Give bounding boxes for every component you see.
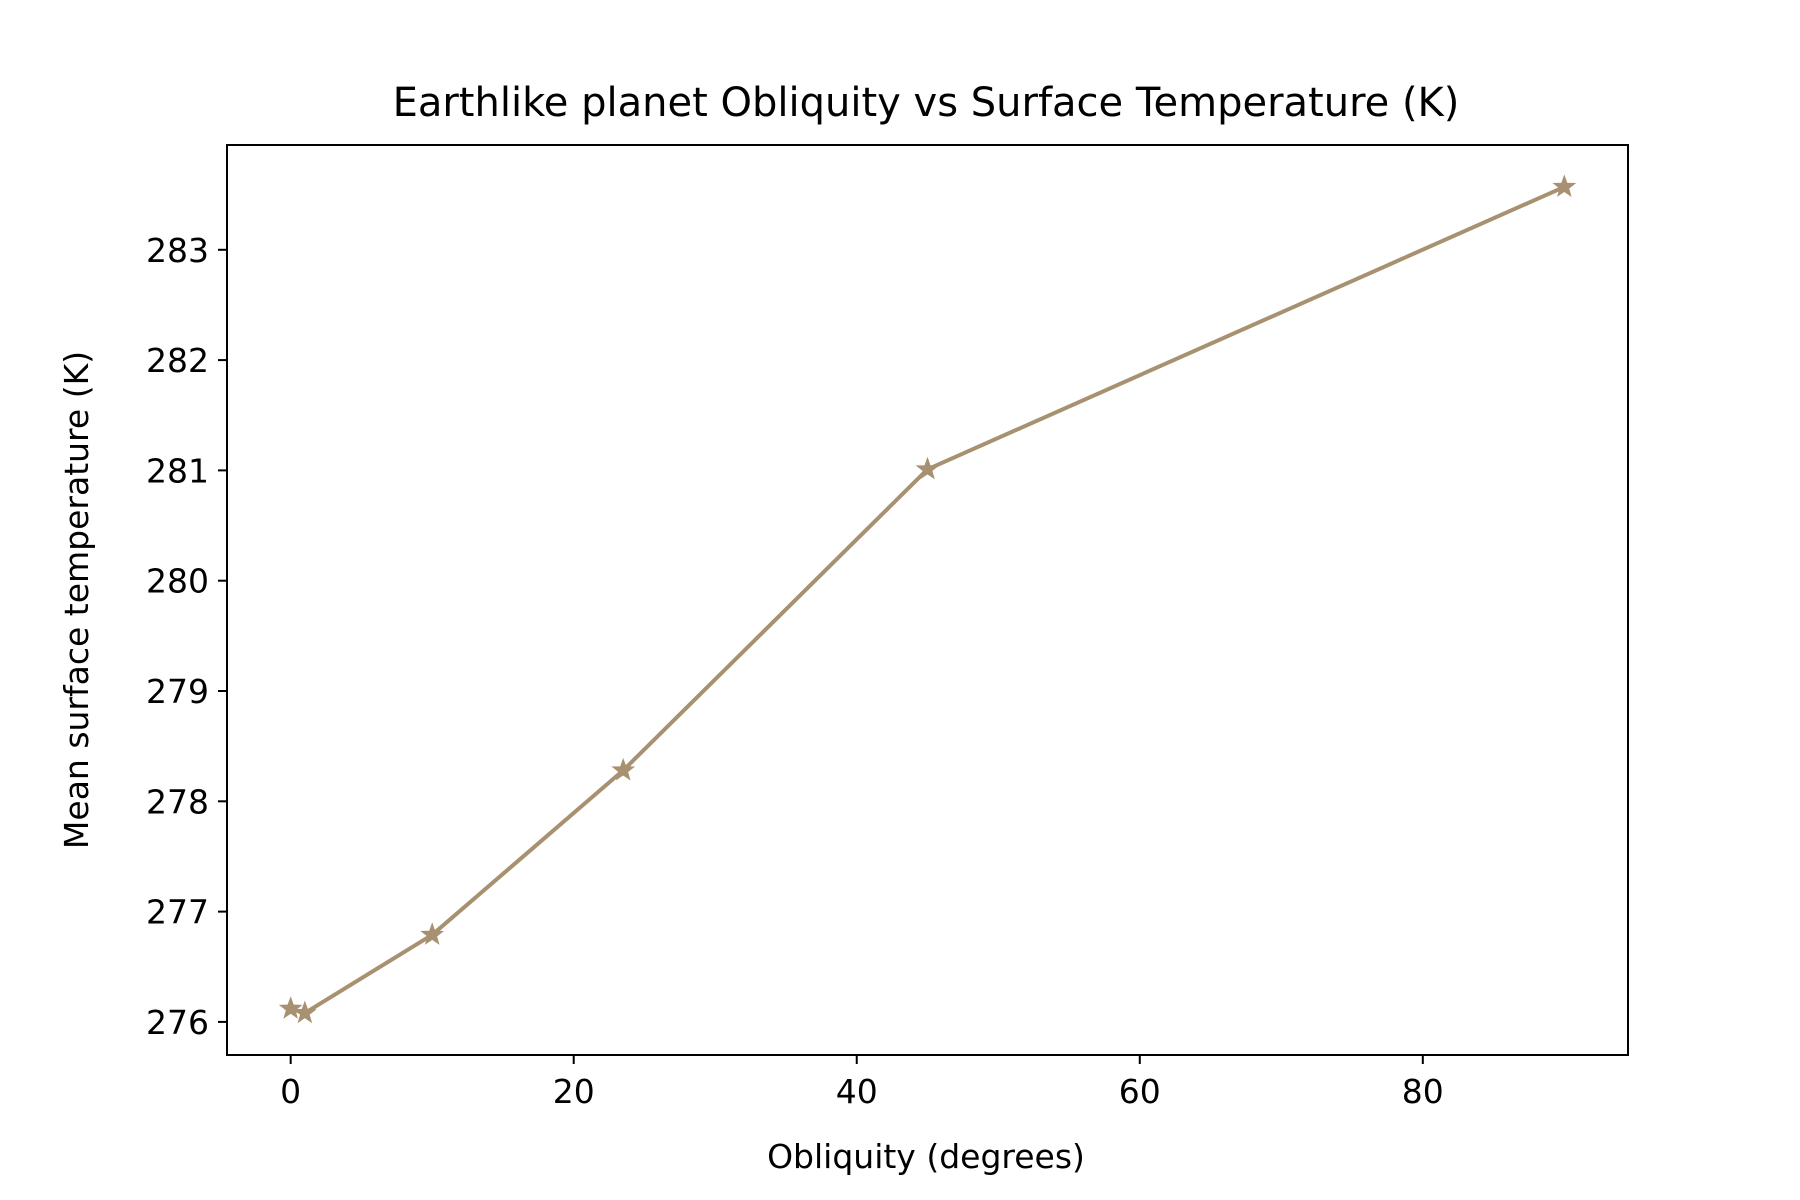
data-point-star [293, 1000, 317, 1024]
data-point-star [611, 757, 636, 781]
x-tick-label: 40 [836, 1072, 878, 1111]
data-point-star [278, 996, 303, 1019]
y-tick-label: 278 [146, 782, 209, 821]
series-layer [278, 174, 1577, 1024]
chart-title: Earthlike planet Obliquity vs Surface Te… [393, 80, 1460, 126]
plot-area-frame [226, 144, 1629, 1056]
x-tick-label: 20 [553, 1072, 595, 1111]
y-tick-label: 276 [146, 1003, 209, 1042]
x-axis-label: Obliquity (degrees) [767, 1137, 1085, 1176]
y-axis-label: Mean surface temperature (K) [57, 351, 96, 849]
x-tick-label: 80 [1402, 1072, 1444, 1111]
data-point-star [915, 456, 940, 480]
x-tick-label: 60 [1119, 1072, 1161, 1111]
y-tick-label: 279 [146, 672, 209, 711]
data-point-star [420, 922, 445, 945]
series-line [290, 185, 1566, 1016]
y-tick-label: 283 [146, 231, 209, 270]
x-tick-label: 0 [280, 1072, 301, 1111]
y-tick-label: 282 [146, 341, 209, 380]
y-tick-label: 277 [146, 893, 209, 932]
y-tick-label: 281 [146, 451, 209, 490]
y-tick-label: 280 [146, 562, 209, 601]
data-point-star [1552, 174, 1577, 197]
axis-ticks: 0 20 40 60 80 276 277 278 279 280 281 282 283 [146, 231, 1444, 1111]
